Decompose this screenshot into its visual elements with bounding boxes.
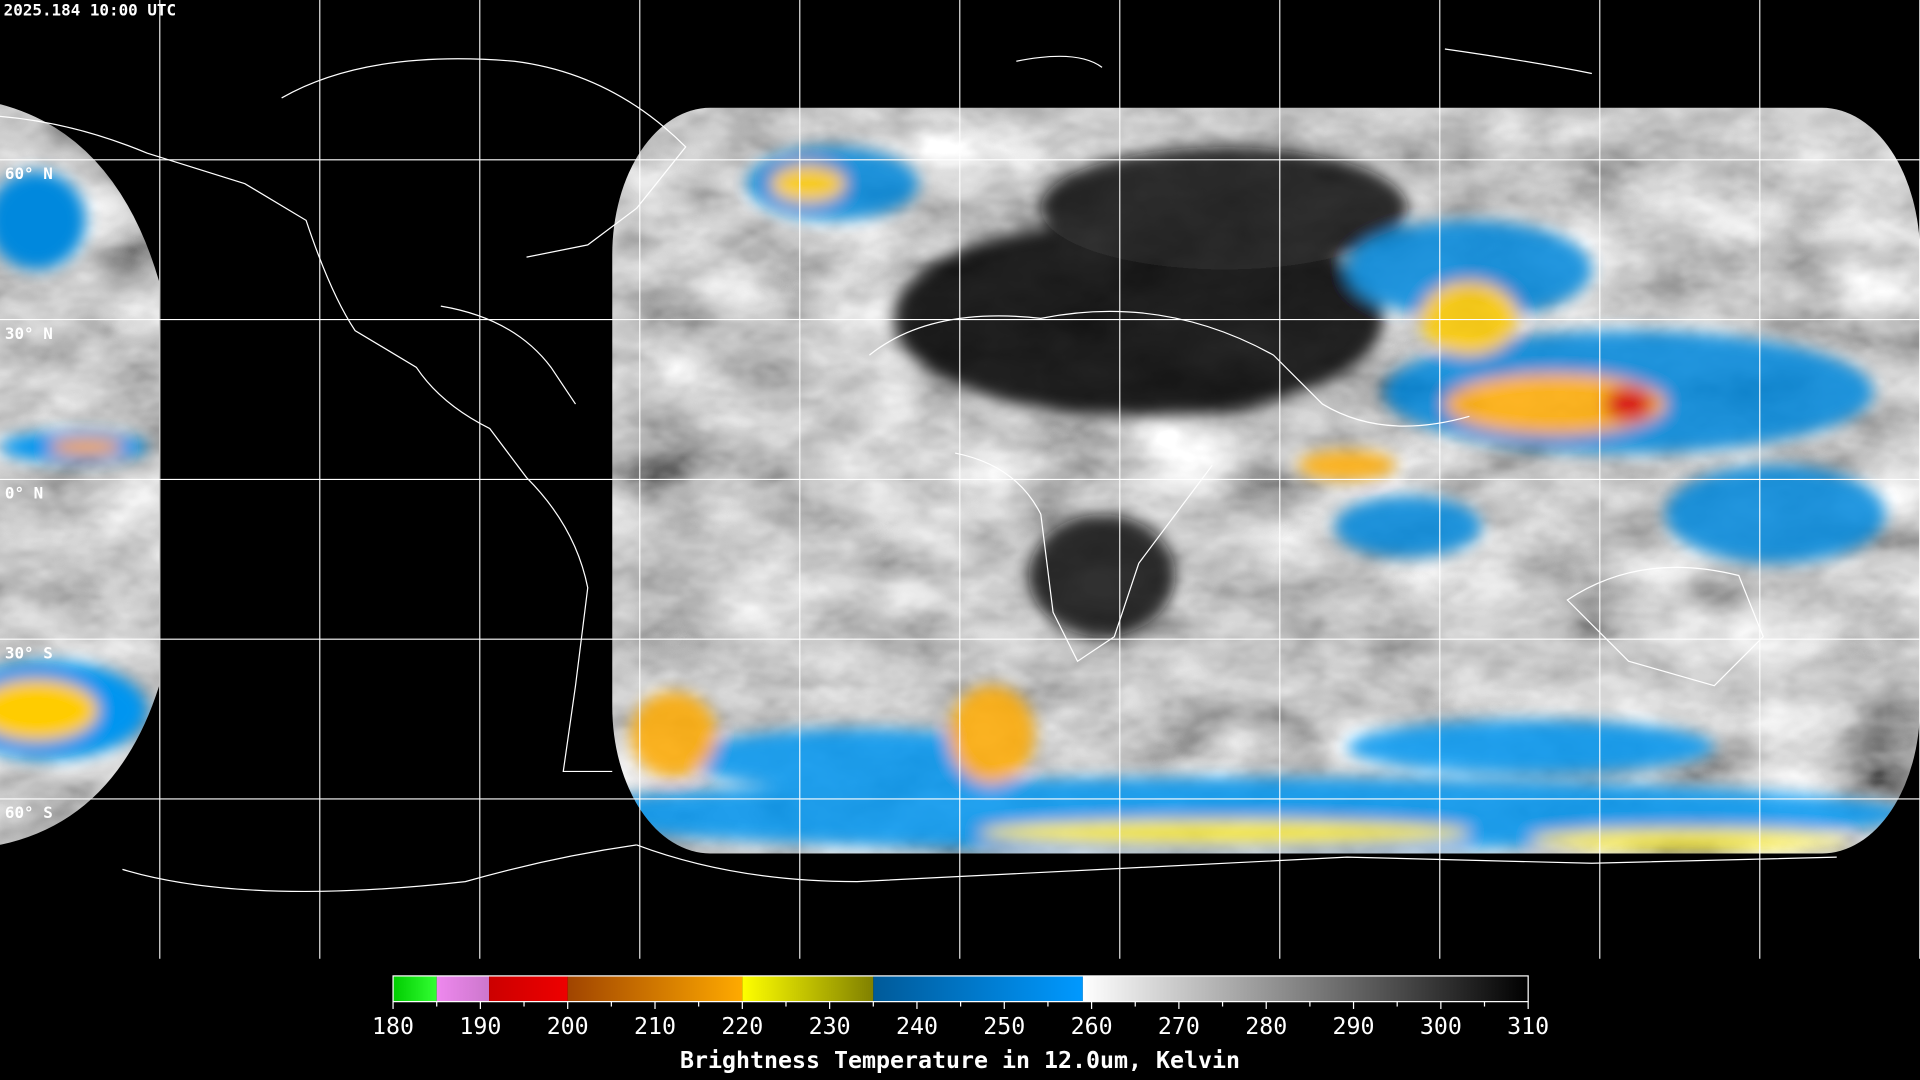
latitude-label: 60° N (5, 164, 53, 183)
latitude-labels: 60° N 30° N 0° N 30° S 60° S (5, 164, 53, 822)
colorbar-title: Brightness Temperature in 12.0um, Kelvin (680, 1047, 1240, 1074)
latitude-label: 60° S (5, 803, 53, 822)
colorbar-tick-label: 230 (809, 1013, 851, 1040)
imagery-west (0, 104, 160, 845)
colorbar-tick-label: 240 (896, 1013, 938, 1040)
colorbar-segment (1082, 975, 1529, 1002)
colorbar-tick-label: 290 (1333, 1013, 1375, 1040)
latitude-label: 30° N (5, 324, 53, 343)
colorbar: 180 190 200 210 220 230 240 250 260 270 280 290 300 3… (372, 975, 1549, 1040)
imagery-east (612, 107, 1920, 854)
colorbar-tick-label: 280 (1245, 1013, 1287, 1040)
colorbar-tick-label: 180 (372, 1013, 414, 1040)
colorbar-segment (393, 975, 437, 1002)
colorbar-tick-label: 310 (1507, 1013, 1549, 1040)
timestamp: 2025.184 10:00 UTC (4, 1, 176, 20)
coastlines (0, 48, 1837, 893)
colorbar-tick-label: 220 (721, 1013, 763, 1040)
colorbar-tick-label: 200 (547, 1013, 589, 1040)
colorbar-segment (436, 975, 490, 1002)
colorbar-tick-label: 260 (1071, 1013, 1113, 1040)
colorbar-segment (567, 975, 743, 1002)
colorbar-segment (873, 975, 1083, 1002)
latitude-label: 30° S (5, 643, 53, 662)
colorbar-tick-label: 300 (1420, 1013, 1462, 1040)
colorbar-segment (742, 975, 874, 1002)
colorbar-tick-label: 250 (983, 1013, 1025, 1040)
latitude-label: 0° N (5, 484, 43, 503)
colorbar-segment (489, 975, 568, 1002)
colorbar-tick-label: 210 (634, 1013, 676, 1040)
colorbar-tick-label: 270 (1158, 1013, 1200, 1040)
colorbar-tick-label: 190 (459, 1013, 501, 1040)
